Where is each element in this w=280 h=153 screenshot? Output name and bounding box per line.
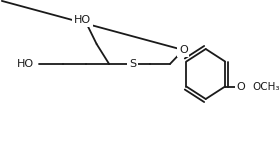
Text: S: S [129,59,136,69]
Text: O: O [179,45,188,55]
Text: O: O [237,82,246,91]
Text: HO: HO [17,59,34,69]
Text: OCH₃: OCH₃ [253,82,280,91]
Text: HO: HO [74,15,91,25]
